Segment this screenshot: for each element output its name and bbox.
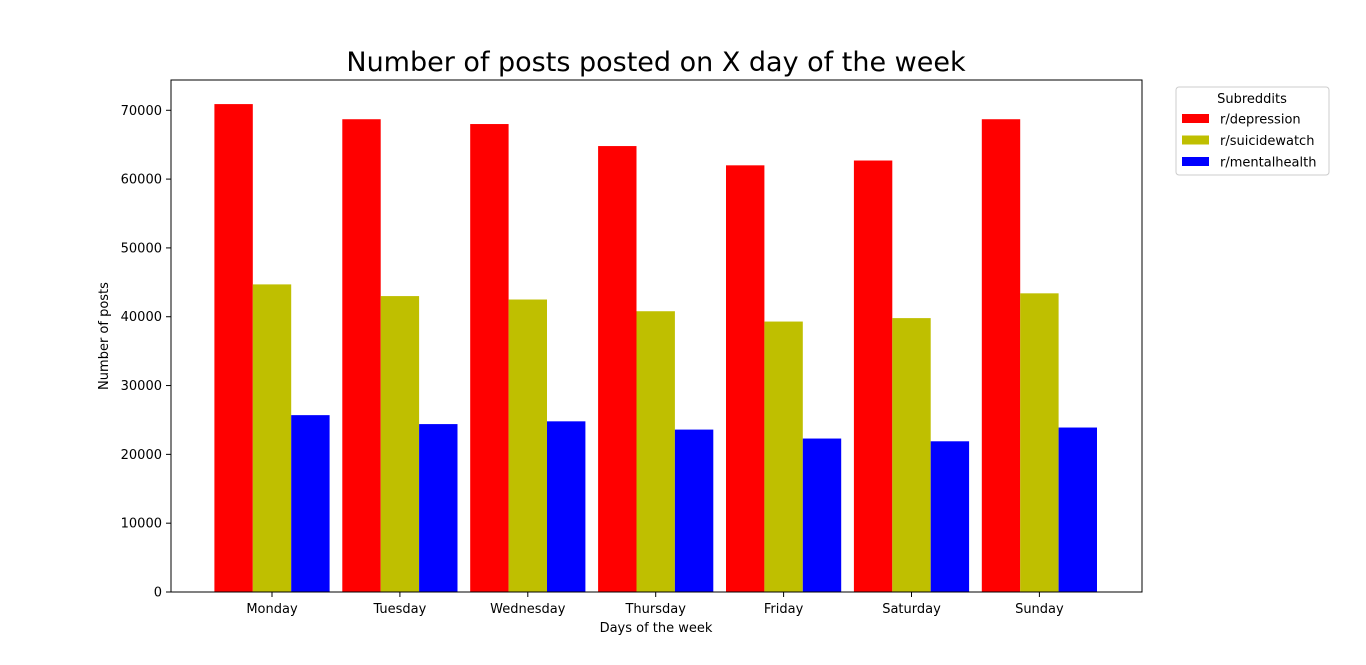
legend-frame [1175, 86, 1330, 176]
y-tick-label: 10000 [121, 517, 162, 532]
bar-r-mentalhealth-saturday [930, 441, 970, 592]
bar-r-suicidewatch-thursday [636, 311, 675, 592]
bar-r-depression-sunday [981, 119, 1021, 592]
bar-r-depression-monday [214, 104, 253, 592]
bar-r-suicidewatch-wednesday [508, 299, 547, 592]
bar-r-suicidewatch-tuesday [380, 296, 420, 592]
y-axis: 0 10000 20000 30000 40000 50000 60000 70000 [121, 104, 171, 601]
y-tick-label: 60000 [121, 173, 162, 188]
x-tick-label-thursday: Thursday [624, 602, 686, 617]
y-axis-label: Number of posts [97, 282, 112, 390]
chart-title: Number of posts posted on X day of the w… [346, 47, 966, 78]
legend-entries: r/depression r/suicidewatch r/mentalhealth [1182, 113, 1316, 171]
y-tick-label: 30000 [121, 379, 162, 394]
x-tick-label-tuesday: Tuesday [372, 602, 426, 617]
x-axis: Monday Tuesday Wednesday Thursday Friday Satu… [246, 592, 1064, 617]
x-tick-label-wednesday: Wednesday [490, 602, 566, 617]
x-tick-label-monday: Monday [246, 602, 298, 617]
bar-r-mentalhealth-wednesday [547, 421, 586, 592]
y-tick-label: 0 [154, 586, 162, 601]
y-tick-label: 70000 [121, 104, 162, 119]
y-tick-label: 40000 [121, 310, 162, 325]
legend-swatch-r-depression [1182, 114, 1209, 123]
legend-title: Subreddits [1217, 92, 1287, 107]
bar-r-suicidewatch-saturday [892, 318, 931, 592]
legend-swatch-r-suicidewatch [1182, 135, 1209, 145]
bar-r-mentalhealth-thursday [674, 429, 714, 592]
legend-label-r-depression: r/depression [1220, 113, 1301, 128]
x-tick-label-saturday: Saturday [882, 602, 941, 617]
x-tick-label-sunday: Sunday [1015, 602, 1064, 617]
bar-r-mentalhealth-friday [802, 438, 842, 592]
bar-r-depression-saturday [853, 160, 893, 592]
legend-label-r-mentalhealth: r/mentalhealth [1220, 156, 1316, 171]
bar-r-depression-wednesday [470, 124, 509, 592]
bars-layer [214, 104, 1097, 592]
legend-label-r-suicidewatch: r/suicidewatch [1220, 134, 1314, 149]
bar-r-mentalhealth-sunday [1058, 427, 1097, 592]
legend-swatch-r-mentalhealth [1182, 157, 1209, 166]
y-tick-label: 20000 [121, 448, 162, 463]
bar-r-depression-friday [726, 165, 765, 592]
x-axis-label: Days of the week [600, 621, 713, 636]
bar-r-suicidewatch-friday [764, 321, 803, 592]
x-tick-label-friday: Friday [764, 602, 804, 617]
bar-r-mentalhealth-monday [291, 415, 330, 592]
legend: Subreddits r/depression r/suicidewatch r/m… [1175, 86, 1330, 176]
bar-r-depression-thursday [598, 146, 637, 592]
bar-r-suicidewatch-sunday [1020, 293, 1059, 592]
bar-r-suicidewatch-monday [252, 284, 292, 592]
plot-area-frame [170, 79, 1143, 593]
bar-r-depression-tuesday [342, 119, 381, 592]
bar-r-mentalhealth-tuesday [419, 424, 458, 592]
y-tick-label: 50000 [121, 241, 162, 256]
